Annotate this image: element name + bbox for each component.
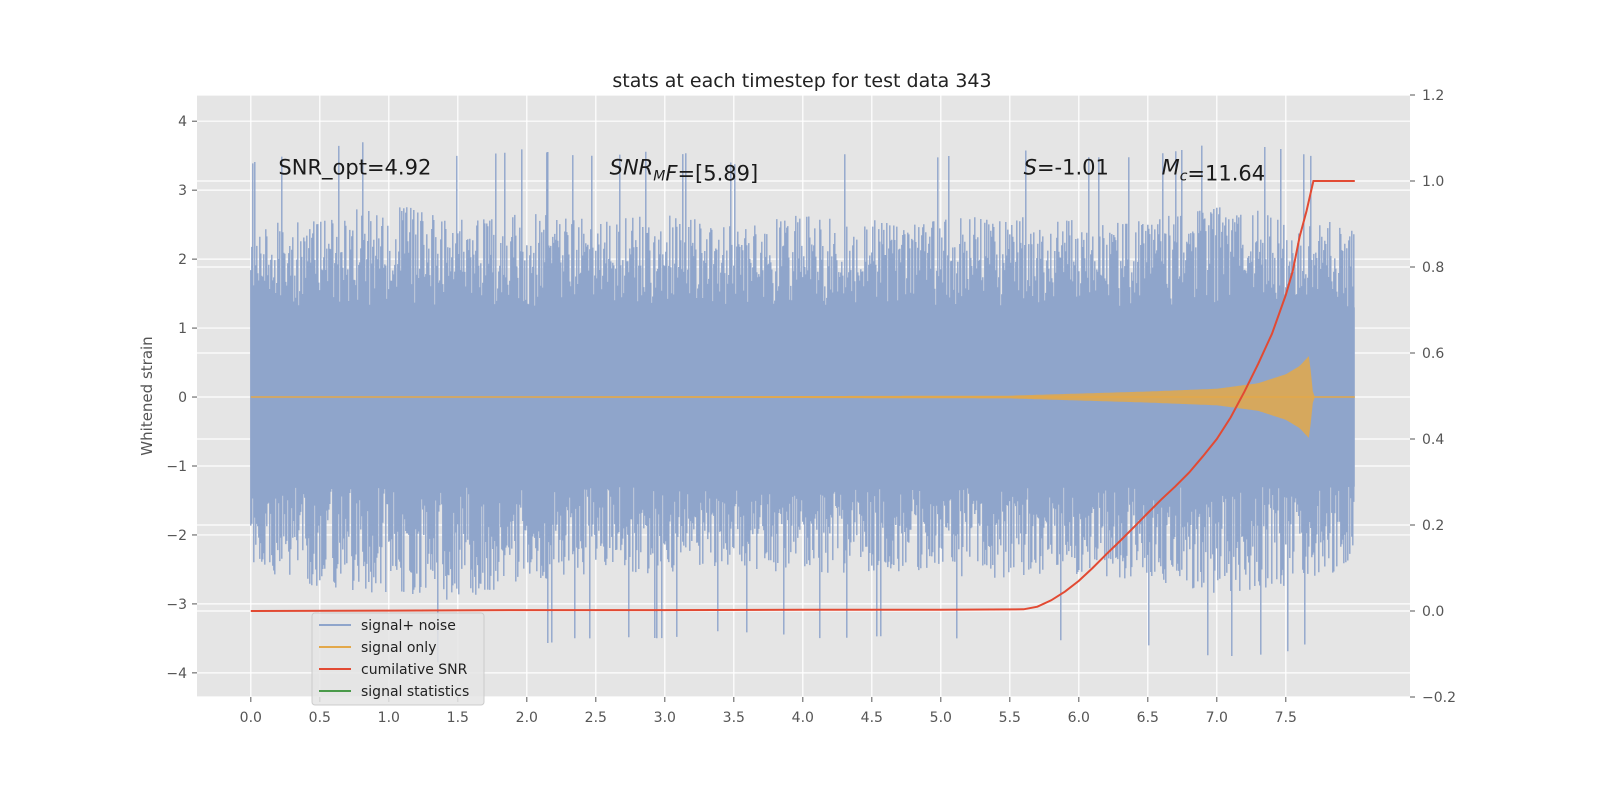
annotation-part: M [653,168,665,184]
legend: signal+ noise signal only cumilative SNR si… [311,612,485,706]
y2-tick-label: 1.0 [1422,174,1444,190]
x-tick-label: 2.5 [585,710,607,726]
x-tick-label: 0.5 [309,710,331,726]
x-axis-ticks: 0.0 0.5 1.0 1.5 2.0 2.5 3.0 3.5 4.0 4.5 5.0 5.5 6.0 6… [240,697,1297,726]
y-tick-label: 3 [178,183,187,199]
y-tick-label: 0 [178,390,187,406]
y-tick-label: 1 [178,321,187,337]
legend-label: signal+ noise [361,618,456,634]
annotation-s-stat: S=-1.01 [1024,155,1109,179]
y2-tick-label: −0.2 [1422,690,1456,706]
y-tick-label: 4 [178,114,187,130]
x-tick-label: 1.5 [447,710,469,726]
annotations: SNR_opt=4.92 SNRMF=[5.89] S=-1.01 Mc=11.64 [278,155,1265,185]
y-tick-label: −1 [166,459,187,475]
y-axis-ticks: 4 3 2 1 0 −1 −2 −3 −4 [166,114,197,682]
legend-label: signal only [361,640,436,656]
x-tick-label: 5.5 [999,710,1021,726]
x-tick-label: 3.0 [654,710,676,726]
annotation-part: SNR [610,155,654,179]
x-tick-label: 6.5 [1137,710,1159,726]
x-tick-label: 7.5 [1275,710,1297,726]
x-tick-label: 4.5 [861,710,883,726]
x-tick-label: 4.0 [792,710,814,726]
annotation-part: c [1180,168,1188,184]
y2-tick-label: 0.2 [1422,518,1444,534]
cumulative-snr-line [250,180,1355,612]
noise-trace [250,142,1355,663]
annotation-snr-opt: SNR_opt=4.92 [278,155,431,180]
legend-label: signal statistics [361,684,469,700]
annotation-part: =[5.89] [677,161,758,185]
y-tick-label: −4 [166,666,187,682]
chart-title: stats at each timestep for test data 343 [612,70,991,92]
x-tick-label: 1.0 [378,710,400,726]
y2-tick-label: 0.0 [1422,604,1444,620]
y2-tick-label: 0.6 [1422,346,1444,362]
annotation-part: =11.64 [1187,161,1265,185]
annotation-part: SNR_opt=4.92 [278,155,431,180]
y2-axis-ticks: 1.2 1.0 0.8 0.6 0.4 0.2 0.0 −0.2 [1410,88,1456,706]
legend-box [311,612,485,706]
y-tick-label: −3 [166,597,187,613]
x-tick-label: 5.0 [930,710,952,726]
annotation-chirp-mass: Mc=11.64 [1162,155,1266,185]
x-tick-label: 2.0 [516,710,538,726]
y-axis-label: Whitened strain [138,336,156,455]
signal-only-series [250,356,1355,438]
y-tick-label: −2 [166,528,187,544]
y2-tick-label: 0.4 [1422,432,1444,448]
annotation-part: F [665,161,678,185]
x-tick-label: 7.0 [1206,710,1228,726]
y2-tick-label: 0.8 [1422,260,1444,276]
annotation-part: S [1024,155,1037,179]
y-tick-label: 2 [178,252,187,268]
x-tick-label: 0.0 [240,710,262,726]
cumulative-snr-series [250,180,1355,612]
x-tick-label: 3.5 [723,710,745,726]
legend-label: cumilative SNR [361,662,468,678]
annotation-part: =-1.01 [1037,155,1109,179]
y2-tick-label: 1.2 [1422,88,1444,104]
annotation-snr-mf: SNRMF=[5.89] [610,155,759,185]
x-tick-label: 6.0 [1068,710,1090,726]
annotation-part: M [1162,155,1180,179]
